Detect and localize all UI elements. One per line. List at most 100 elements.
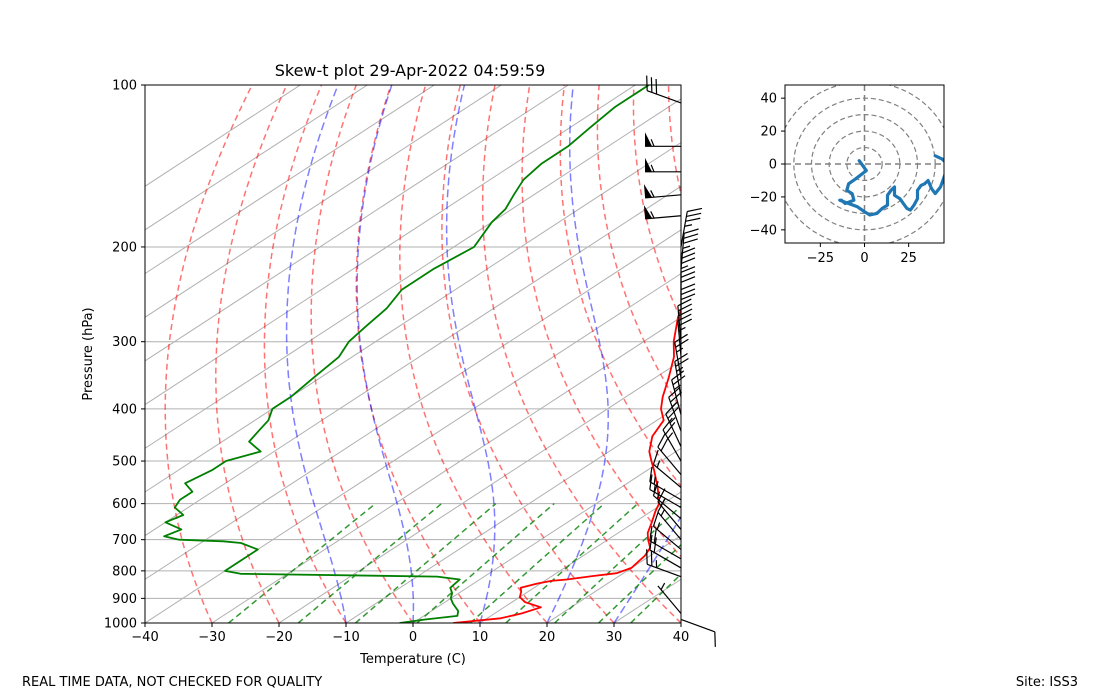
mixing-ratio-line — [469, 503, 605, 623]
wind-barb — [646, 75, 682, 104]
y-axis: 1000 900 800 700 600 500 400 300 200 100 — [104, 79, 145, 632]
dry-adiabat — [842, 85, 1100, 623]
dry-adiabat — [667, 85, 681, 198]
wind-barb — [649, 466, 682, 501]
profile-lines — [163, 85, 681, 623]
dry-adiabat — [215, 85, 288, 623]
wind-barb — [652, 449, 682, 488]
x-tick-label: −40 — [131, 630, 158, 645]
hodograph-y-tick-label: 40 — [760, 92, 777, 107]
x-tick-label: −20 — [265, 630, 292, 645]
dewpoint-profile — [163, 85, 650, 623]
wind-barb — [680, 247, 696, 290]
temperature-profile — [453, 307, 681, 623]
hodograph-x-tick-label: 0 — [860, 251, 868, 266]
wind-barb — [674, 333, 689, 378]
isotherm-line — [412, 447, 681, 623]
dry-adiabat — [1016, 85, 1100, 623]
mixing-ratio-line — [355, 503, 497, 623]
moist-adiabat — [356, 85, 415, 623]
mixing-ratio-line — [228, 503, 376, 623]
hodograph-y-tick-label: −20 — [750, 190, 777, 205]
wind-barb — [662, 417, 682, 462]
wind-barb — [649, 525, 682, 560]
x-tick-label: 10 — [472, 630, 489, 645]
wind-barb — [680, 228, 699, 270]
isotherm-line — [145, 85, 369, 231]
wind-barb — [643, 204, 682, 220]
y-tick-label: 700 — [112, 533, 137, 548]
isotherm-line — [278, 360, 681, 623]
dry-adiabat — [355, 85, 481, 623]
y-tick-label: 600 — [112, 497, 137, 512]
x-tick-label: 40 — [673, 630, 690, 645]
isotherm-line — [145, 85, 302, 187]
wind-barb — [657, 582, 682, 614]
isotherm-line — [145, 85, 503, 318]
wind-barb — [680, 283, 696, 326]
dry-adiabat — [877, 85, 1100, 623]
y-tick-label: 800 — [112, 564, 137, 579]
isotherm-line — [345, 404, 681, 623]
hodograph-line — [838, 154, 944, 217]
hodograph-y-tick-label: 0 — [769, 158, 777, 173]
dry-adiabat — [164, 85, 253, 623]
x-axis: −40 −30 −20 −10 0 10 20 30 40 — [131, 623, 689, 645]
isotherm-line — [731, 73, 1100, 634]
dry-adiabat — [441, 85, 615, 623]
wind-barb — [680, 618, 716, 647]
moist-adiabat — [613, 515, 681, 623]
wind-barb — [677, 298, 693, 342]
y-tick-label: 900 — [112, 592, 137, 607]
dry-adiabat — [1050, 85, 1100, 623]
dry-adiabat — [399, 85, 548, 623]
dry-adiabat — [703, 85, 1083, 623]
dry-adiabat — [263, 85, 347, 623]
dry-adiabat — [596, 85, 681, 411]
site-label: Site: ISS3 — [1016, 675, 1078, 690]
wind-barbs — [643, 75, 716, 647]
y-tick-label: 100 — [112, 79, 137, 94]
dry-adiabat — [738, 85, 1100, 623]
wind-barb — [646, 549, 682, 578]
hodograph-axes: −25 0 25 40 20 0 −20 −40 — [750, 92, 917, 266]
dry-adiabat — [310, 85, 414, 623]
y-axis-label: Pressure (hPa) — [81, 307, 96, 400]
dry-adiabat — [946, 85, 1100, 623]
x-tick-label: 0 — [409, 630, 417, 645]
x-tick-label: −30 — [198, 630, 225, 645]
dry-adiabat — [481, 85, 681, 623]
moist-adiabat — [546, 85, 609, 623]
wind-barb — [680, 207, 703, 248]
hodograph-x-tick-label: 25 — [900, 251, 917, 266]
dry-adiabat — [559, 85, 681, 488]
moist-adiabat — [680, 621, 681, 623]
chart-title: Skew-t plot 29-Apr-2022 04:59:59 — [275, 61, 546, 80]
mixing-ratio-line — [416, 503, 555, 623]
hodograph-y-tick-label: 20 — [760, 125, 777, 140]
wind-barb — [649, 534, 682, 569]
mixing-ratio-line — [297, 503, 443, 623]
wind-barb — [645, 157, 681, 173]
y-tick-label: 200 — [112, 240, 137, 255]
wind-barb — [643, 184, 682, 199]
isotherm-line — [145, 185, 681, 537]
x-tick-label: 30 — [606, 630, 623, 645]
wind-barb — [657, 433, 682, 476]
dry-adiabat — [521, 85, 681, 558]
dry-adiabat — [807, 85, 1100, 623]
moist-adiabat — [445, 85, 496, 623]
isotherm-line — [546, 535, 681, 623]
dry-adiabat — [981, 85, 1100, 623]
wind-barb — [652, 511, 682, 550]
y-tick-label: 500 — [112, 455, 137, 470]
x-tick-label: 20 — [539, 630, 556, 645]
dry-adiabat — [773, 85, 1100, 623]
hodograph-trace — [838, 154, 944, 217]
x-tick-label: −10 — [332, 630, 359, 645]
y-tick-label: 1000 — [104, 617, 137, 632]
isotherm-line — [211, 316, 681, 623]
hodograph-x-tick-label: −25 — [807, 251, 834, 266]
mixing-ratio-line — [630, 573, 681, 623]
